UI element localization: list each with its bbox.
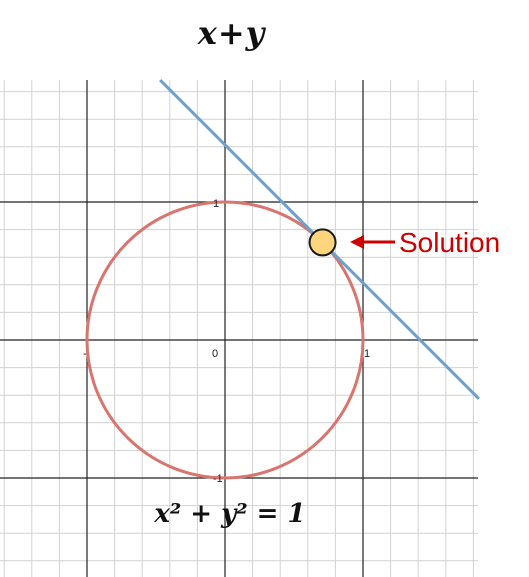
tick-label-neg-one-x: - bbox=[83, 348, 87, 360]
tick-label-origin: 0 bbox=[212, 348, 218, 360]
tick-label-neg-one-y: -1 bbox=[213, 473, 223, 485]
unit-circle bbox=[85, 200, 365, 480]
page-title: x+y bbox=[197, 14, 266, 52]
solution-point bbox=[308, 228, 337, 257]
solution-label: Solution bbox=[399, 227, 500, 258]
circle-equation: x² + y² = 1 bbox=[153, 499, 305, 529]
tick-label-one-y: 1 bbox=[213, 198, 219, 210]
tick-label-one-x: 1 bbox=[364, 348, 370, 360]
solution-arrow bbox=[350, 235, 395, 249]
